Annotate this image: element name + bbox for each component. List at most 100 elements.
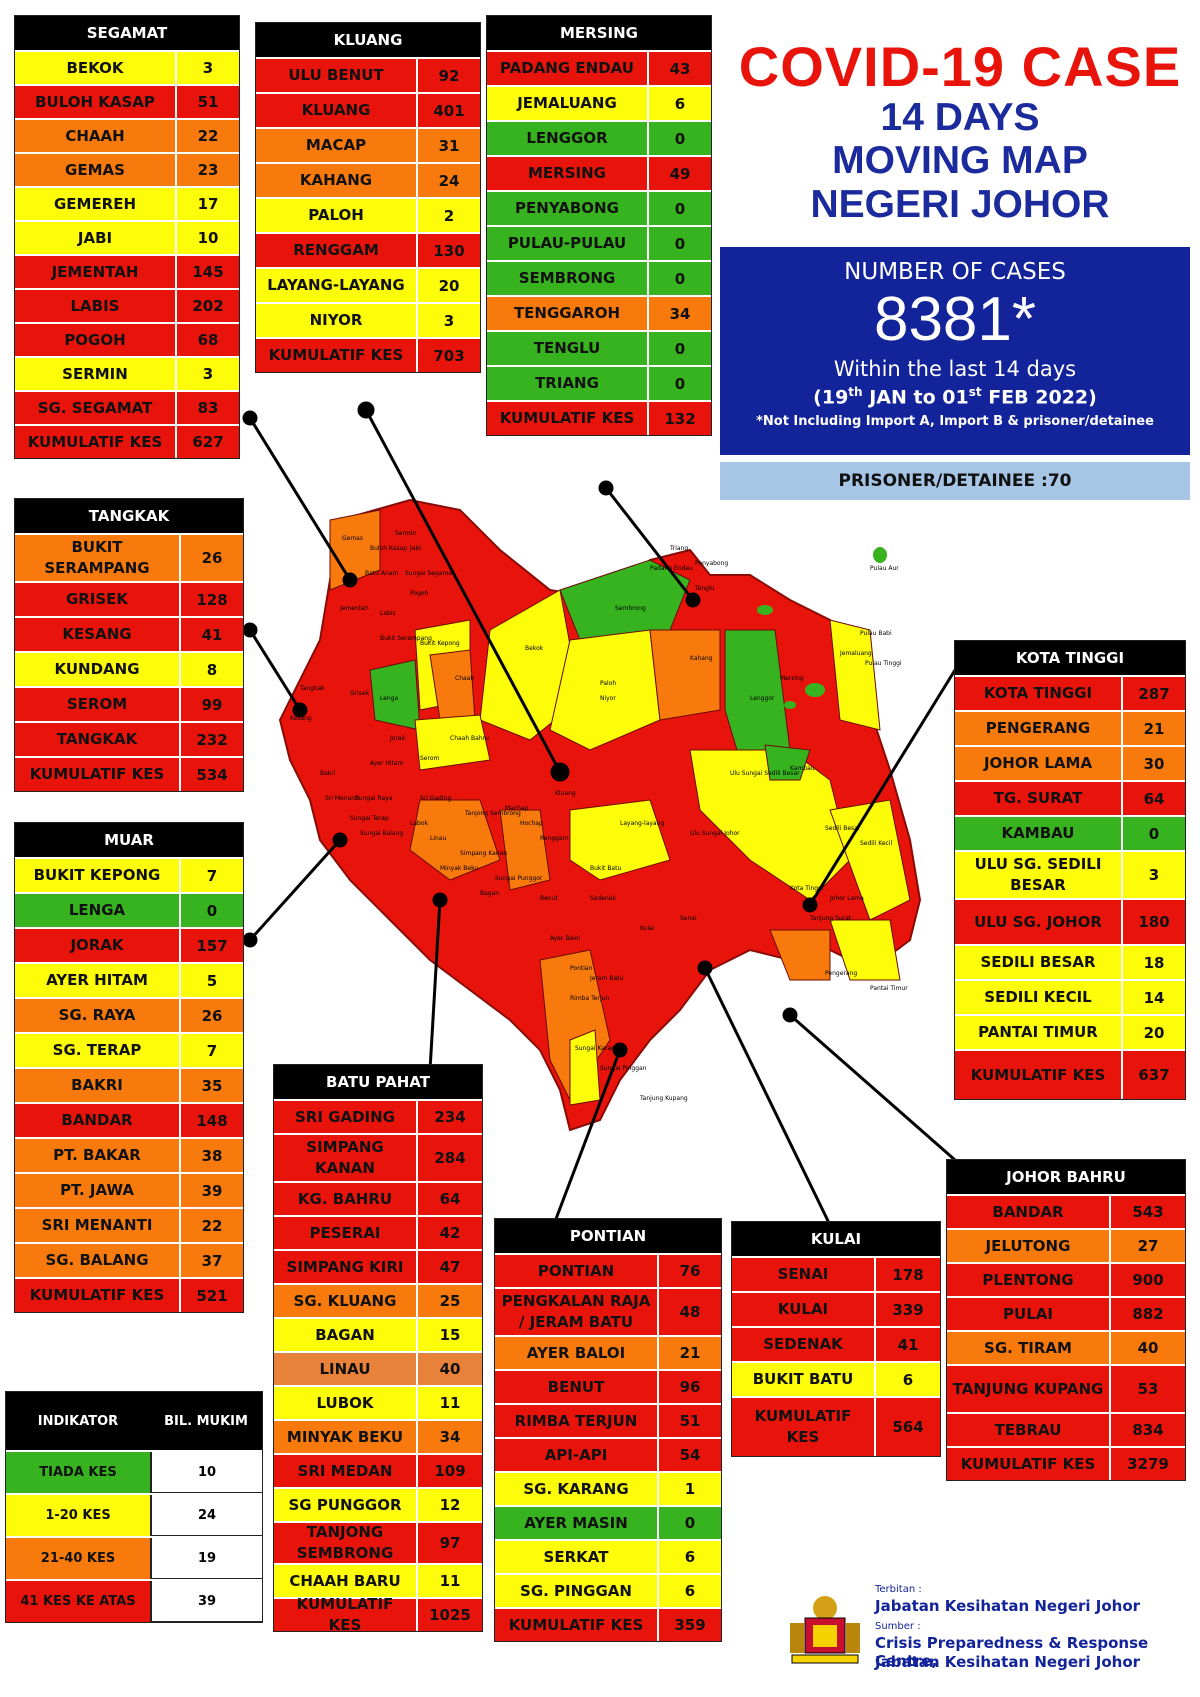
range-part-b: JAN to 01 bbox=[862, 386, 969, 409]
district-header-segamat: SEGAMAT bbox=[15, 16, 239, 50]
row-value: 7 bbox=[206, 1041, 218, 1060]
table-row: TENGGAROH 34 bbox=[487, 295, 711, 330]
table-row: MACAP 31 bbox=[256, 127, 480, 162]
row-value: 11 bbox=[439, 1394, 461, 1412]
map-label: Niyor bbox=[600, 695, 616, 702]
district-header-kluang: KLUANG bbox=[256, 23, 480, 57]
table-row: TG. SURAT 64 bbox=[955, 780, 1185, 815]
district-table-kulai: KULAI SENAI 178 KULAI 339 SEDENAK 41 BUKIT BATU… bbox=[731, 1221, 941, 1457]
row-value: 145 bbox=[192, 263, 224, 281]
map-label: Simpang Kanan bbox=[460, 850, 507, 857]
row-label: MERSING bbox=[487, 157, 649, 190]
map-label: Sungai Raya bbox=[355, 795, 393, 802]
row-label: GEMAS bbox=[15, 154, 177, 186]
row-value: 25 bbox=[439, 1292, 461, 1310]
row-value: 6 bbox=[684, 1582, 696, 1600]
row-value: 18 bbox=[1143, 953, 1165, 972]
row-value: 148 bbox=[196, 1111, 228, 1130]
row-label: CHAAH bbox=[15, 120, 177, 152]
table-row: BANDAR 148 bbox=[15, 1102, 243, 1137]
row-label: KUMULATIF KES bbox=[15, 1279, 181, 1312]
table-row: LUBOK 11 bbox=[274, 1385, 482, 1419]
map-label: Bukit Batu bbox=[590, 865, 621, 872]
table-row: KUMULATIF KES 637 bbox=[955, 1049, 1185, 1099]
map-label: Ayer Baloi bbox=[550, 935, 580, 942]
row-value: 834 bbox=[1132, 1421, 1164, 1439]
row-label: PT. JAWA bbox=[15, 1174, 181, 1207]
map-label: Sungai Pinggan bbox=[600, 1065, 647, 1072]
table-row: AYER HITAM 5 bbox=[15, 962, 243, 997]
map-label: Machap bbox=[505, 805, 529, 812]
table-row: SRI MEDAN 109 bbox=[274, 1453, 482, 1487]
table-row: BUKIT KEPONG 7 bbox=[15, 857, 243, 892]
table-row: POGOH 68 bbox=[15, 322, 239, 356]
table-row: LENGA 0 bbox=[15, 892, 243, 927]
row-value: 109 bbox=[434, 1462, 466, 1480]
table-row: CHAAH BARU 11 bbox=[274, 1563, 482, 1597]
table-row: PANTAI TIMUR 20 bbox=[955, 1014, 1185, 1049]
map-region-kambau bbox=[764, 744, 811, 781]
row-label: SRI GADING bbox=[274, 1101, 418, 1133]
row-value: 26 bbox=[201, 549, 223, 567]
table-row: MERSING 49 bbox=[487, 155, 711, 190]
row-label: SIMPANG KIRI bbox=[274, 1251, 418, 1283]
map-label: Mersing bbox=[780, 675, 804, 682]
district-table-segamat: SEGAMAT BEKOK 3 BULOH KASAP 51 CHAAH 22 GEMAS 23… bbox=[14, 15, 240, 459]
row-value: 287 bbox=[1138, 684, 1170, 703]
map-label: Pulau Babi bbox=[860, 630, 892, 637]
map-label: Jementah bbox=[339, 605, 369, 612]
table-row: SEMBRONG 0 bbox=[487, 260, 711, 295]
row-label: AYER MASIN bbox=[495, 1507, 659, 1539]
row-label: SG. KLUANG bbox=[274, 1285, 418, 1317]
table-row: RIMBA TERJUN 51 bbox=[495, 1403, 721, 1437]
row-label: GRISEK bbox=[15, 583, 181, 616]
district-header-kota-tinggi: KOTA TINGGI bbox=[955, 641, 1185, 675]
row-label: GEMEREH bbox=[15, 188, 177, 220]
subtitle-line-1: 14 DAYS bbox=[880, 96, 1040, 139]
table-row: KUMULATIF KES 359 bbox=[495, 1607, 721, 1641]
map-label: Kambau bbox=[790, 765, 815, 772]
row-value: 534 bbox=[196, 765, 228, 784]
table-row: TANJONG SEMBRONG 97 bbox=[274, 1521, 482, 1563]
row-value: 234 bbox=[434, 1108, 466, 1126]
row-value: 3 bbox=[1148, 866, 1160, 884]
map-island-pulau-babi bbox=[757, 605, 773, 615]
table-row: RENGGAM 130 bbox=[256, 232, 480, 267]
summary-box: NUMBER OF CASES 8381* Within the last 14… bbox=[720, 247, 1190, 455]
row-value: 41 bbox=[201, 625, 223, 644]
row-label: SG. SEGAMAT bbox=[15, 392, 177, 424]
table-row: PENGERANG 21 bbox=[955, 710, 1185, 745]
map-label: Sedenak bbox=[590, 895, 616, 902]
footer: Terbitan : Jabatan Kesihatan Negeri Joho… bbox=[780, 1578, 1200, 1688]
table-row: SRI GADING 234 bbox=[274, 1099, 482, 1133]
district-header-mersing: MERSING bbox=[487, 16, 711, 50]
map-label: Sungai Balang bbox=[360, 830, 403, 837]
map-label: Jemaluang bbox=[839, 650, 872, 657]
map-region-sembrong bbox=[559, 559, 691, 641]
map-label: Sungai Terap bbox=[350, 815, 389, 822]
map-label: Sungai Segamat bbox=[405, 570, 455, 577]
map-label: Sermin bbox=[395, 530, 416, 537]
table-row: BAGAN 15 bbox=[274, 1317, 482, 1351]
row-label: KAHANG bbox=[256, 164, 418, 197]
map-label: Sembrong bbox=[615, 605, 646, 612]
row-label: RENGGAM bbox=[256, 234, 418, 267]
table-row: JEMALUANG 6 bbox=[487, 85, 711, 120]
row-value: 83 bbox=[197, 399, 219, 417]
map-label: Bakri bbox=[320, 770, 336, 777]
legend: INDIKATOR BIL. MUKIM TIADA KES 10 1-20 KES… bbox=[5, 1391, 263, 1623]
row-label: SERMIN bbox=[15, 358, 177, 390]
district-table-kota-tinggi: KOTA TINGGI KOTA TINGGI 287 PENGERANG 21 JOHO… bbox=[954, 640, 1186, 1100]
row-label: KUMULATIF KES bbox=[947, 1448, 1111, 1480]
row-label: BUKIT KEPONG bbox=[15, 859, 181, 892]
row-value: 48 bbox=[679, 1303, 701, 1321]
row-value: 0 bbox=[1148, 824, 1160, 843]
row-label: KG. BAHRU bbox=[274, 1183, 418, 1215]
row-value: 17 bbox=[197, 195, 219, 213]
district-header-batu-pahat: BATU PAHAT bbox=[274, 1065, 482, 1099]
row-label: PADANG ENDAU bbox=[487, 52, 649, 85]
row-label: LAYANG-LAYANG bbox=[256, 269, 418, 302]
row-value: 39 bbox=[201, 1181, 223, 1200]
table-row: BUKIT SERAMPANG 26 bbox=[15, 533, 243, 581]
map-label: Pontian bbox=[570, 965, 593, 972]
